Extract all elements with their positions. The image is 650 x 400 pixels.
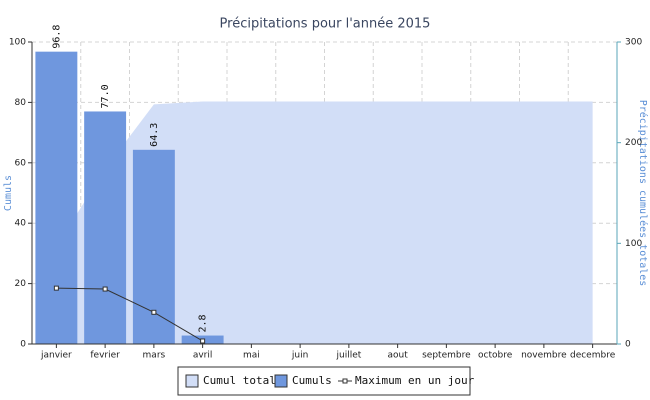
legend-label: Cumuls (292, 374, 332, 387)
y2-tick-label: 200 (625, 138, 642, 148)
y-tick-label: 20 (15, 279, 27, 289)
legend-swatch (185, 374, 199, 388)
legend-swatch (274, 374, 288, 388)
y-tick-label: 100 (9, 38, 26, 48)
line (56, 287, 203, 342)
y-tick-label: 0 (20, 340, 26, 350)
y-tick-label: 80 (15, 98, 27, 108)
y2-tick-label: 0 (625, 340, 631, 350)
x-tick-label: juillet (335, 351, 361, 361)
x-tick-label: octobre (478, 351, 513, 361)
data-label: 64.3 (149, 123, 160, 147)
data-label: 77.0 (100, 84, 111, 108)
legend-marker (342, 378, 348, 384)
x-tick-label: septembre (422, 351, 471, 361)
y2-tick-label: 100 (625, 239, 642, 249)
legend-label: Cumul total (203, 374, 276, 387)
chart-title: Précipitations pour l'année 2015 (220, 17, 431, 32)
y2-axis-title: Précipitations cumulées totales (637, 100, 649, 287)
data-label: 2.8 (198, 314, 209, 332)
y-tick-label: 40 (15, 219, 27, 229)
y-tick-label: 60 (15, 158, 27, 168)
marker (102, 286, 108, 292)
x-tick-label: aout (387, 351, 408, 361)
bar (132, 149, 175, 344)
x-tick-label: janvier (40, 351, 72, 361)
x-tick-label: decembre (570, 351, 616, 361)
legend-box (177, 366, 471, 396)
marker (53, 285, 59, 291)
marker (200, 338, 206, 344)
data-label: 96.8 (51, 25, 62, 49)
y-axis-title: Cumuls (3, 175, 14, 211)
x-tick-label: juin (291, 351, 308, 361)
x-tick-label: mai (243, 351, 260, 361)
x-tick-label: avril (193, 351, 213, 361)
x-tick-label: mars (143, 351, 166, 361)
legend-label: Maximum en un jour (355, 374, 475, 387)
bar (35, 51, 78, 344)
marker (151, 309, 157, 315)
y2-tick-label: 300 (625, 38, 642, 48)
x-tick-label: fevrier (90, 351, 120, 361)
x-tick-label: novembre (521, 351, 567, 361)
bar (84, 111, 127, 345)
area (56, 101, 593, 344)
